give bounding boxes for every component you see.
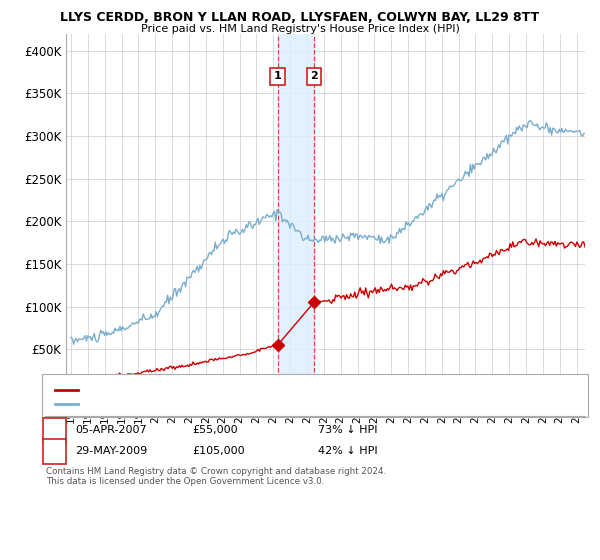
Text: 29-MAY-2009: 29-MAY-2009 [75,446,147,456]
Bar [278,34,314,392]
Text: 05-APR-2007: 05-APR-2007 [75,424,146,435]
Text: Price paid vs. HM Land Registry's House Price Index (HPI): Price paid vs. HM Land Registry's House … [140,24,460,34]
Text: £105,000: £105,000 [192,446,245,456]
Text: 1: 1 [274,71,281,81]
Text: LLYS CERDD, BRON Y LLAN ROAD, LLYSFAEN, COLWYN BAY, LL29 8TT: LLYS CERDD, BRON Y LLAN ROAD, LLYSFAEN, … [61,11,539,24]
Text: 2: 2 [310,71,318,81]
Text: 2: 2 [51,446,58,456]
Text: 73% ↓ HPI: 73% ↓ HPI [318,424,377,435]
Text: £55,000: £55,000 [192,424,238,435]
Text: Contains HM Land Registry data © Crown copyright and database right 2024.
This d: Contains HM Land Registry data © Crown c… [46,467,386,487]
Text: 1: 1 [51,424,58,435]
Text: 42% ↓ HPI: 42% ↓ HPI [318,446,377,456]
Text: LLYS CERDD, BRON Y LLAN ROAD, LLYSFAEN, COLWYN BAY, LL29 8TT (detached house): LLYS CERDD, BRON Y LLAN ROAD, LLYSFAEN, … [82,385,493,394]
Text: HPI: Average price, detached house, Conwy: HPI: Average price, detached house, Conw… [82,400,289,409]
